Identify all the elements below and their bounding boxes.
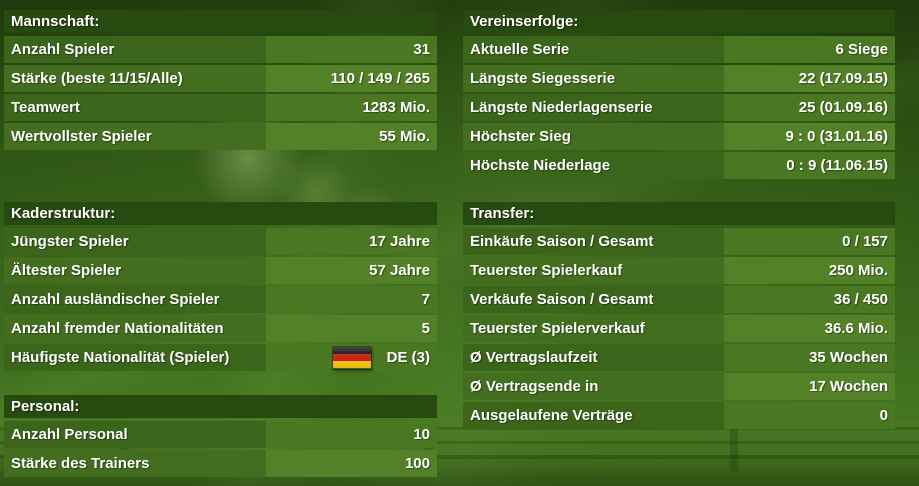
stat-value: 7: [265, 286, 437, 313]
stat-value: 6 Siege: [724, 36, 895, 63]
stat-row: Verkäufe Saison / Gesamt 36 / 450: [463, 286, 895, 313]
stat-label: Ø Vertragsende in: [463, 373, 725, 400]
stat-value: 5: [265, 315, 437, 342]
stat-row: Ø Vertragslaufzeit 35 Wochen: [463, 344, 895, 371]
stat-value: 22 (17.09.15): [724, 65, 895, 92]
stat-value: 250 Mio.: [724, 257, 895, 284]
stat-value: 35 Wochen: [724, 344, 895, 371]
flag-stripe-gold: [332, 361, 371, 369]
stat-row: Anzahl Spieler 31: [4, 36, 437, 63]
stat-value: 10: [265, 421, 437, 448]
stat-row: Stärke des Trainers 100: [4, 450, 437, 477]
section-transfer: Transfer: Einkäufe Saison / Gesamt 0 / 1…: [463, 202, 895, 429]
stat-row: Teuerster Spielerverkauf 36.6 Mio.: [463, 315, 895, 342]
section-header-kaderstruktur: Kaderstruktur:: [4, 202, 437, 225]
stat-value: 36.6 Mio.: [724, 315, 895, 342]
stat-row: Anzahl Personal 10: [4, 421, 437, 448]
section-header-vereinserfolge: Vereinserfolge:: [463, 10, 895, 33]
stat-label: Stärke des Trainers: [4, 450, 266, 477]
stat-value: 100: [265, 450, 437, 477]
stat-label: Längste Siegesserie: [463, 65, 725, 92]
stat-row: Anzahl fremder Nationalitäten 5: [4, 315, 437, 342]
stat-label: Ältester Spieler: [4, 257, 266, 284]
stat-label: Längste Niederlagenserie: [463, 94, 725, 121]
stat-label: Ø Vertragslaufzeit: [463, 344, 725, 371]
germany-flag-icon: [332, 346, 371, 369]
stat-label: Einkäufe Saison / Gesamt: [463, 228, 725, 255]
stat-row: Ø Vertragsende in 17 Wochen: [463, 373, 895, 400]
stat-value: 0 / 157: [724, 228, 895, 255]
stat-label: Höchste Niederlage: [463, 152, 725, 179]
section-vereinserfolge: Vereinserfolge: Aktuelle Serie 6 Siege L…: [463, 10, 895, 179]
stat-label: Teamwert: [4, 94, 266, 121]
stat-row: Teamwert 1283 Mio.: [4, 94, 437, 121]
flag-stripe-black: [332, 346, 371, 354]
stat-value-text: DE (3): [386, 349, 430, 366]
stat-row: Höchste Niederlage 0 : 9 (11.06.15): [463, 152, 895, 179]
stat-value: 1283 Mio.: [265, 94, 437, 121]
stat-row: Längste Siegesserie 22 (17.09.15): [463, 65, 895, 92]
stat-value: 9 : 0 (31.01.16): [724, 123, 895, 150]
stat-row: Anzahl ausländischer Spieler 7: [4, 286, 437, 313]
section-mannschaft: Mannschaft: Anzahl Spieler 31 Stärke (be…: [4, 10, 437, 150]
stat-value: 25 (01.09.16): [724, 94, 895, 121]
stat-value: 0 : 9 (11.06.15): [724, 152, 895, 179]
section-header-mannschaft: Mannschaft:: [4, 10, 437, 33]
right-column: Vereinserfolge: Aktuelle Serie 6 Siege L…: [463, 10, 895, 431]
stat-label: Anzahl Personal: [4, 421, 266, 448]
stat-label: Anzahl Spieler: [4, 36, 266, 63]
stat-row: Stärke (beste 11/15/Alle) 110 / 149 / 26…: [4, 65, 437, 92]
stat-row: Wertvollster Spieler 55 Mio.: [4, 123, 437, 150]
stat-label: Aktuelle Serie: [463, 36, 725, 63]
stat-label: Jüngster Spieler: [4, 228, 266, 255]
section-personal: Personal: Anzahl Personal 10 Stärke des …: [4, 395, 437, 477]
section-header-personal: Personal:: [4, 395, 437, 418]
stat-value: DE (3): [265, 344, 437, 371]
stat-row: Aktuelle Serie 6 Siege: [463, 36, 895, 63]
stat-value: 17 Wochen: [724, 373, 895, 400]
stat-label: Ausgelaufene Verträge: [463, 402, 725, 429]
stat-value: 36 / 450: [724, 286, 895, 313]
section-kaderstruktur: Kaderstruktur: Jüngster Spieler 17 Jahre…: [4, 202, 437, 371]
stat-row: Einkäufe Saison / Gesamt 0 / 157: [463, 228, 895, 255]
stat-label: Stärke (beste 11/15/Alle): [4, 65, 266, 92]
stat-value: 31: [265, 36, 437, 63]
stat-label: Verkäufe Saison / Gesamt: [463, 286, 725, 313]
stat-value: 17 Jahre: [265, 228, 437, 255]
stat-row: Teuerster Spielerkauf 250 Mio.: [463, 257, 895, 284]
section-header-transfer: Transfer:: [463, 202, 895, 225]
stat-row: Häufigste Nationalität (Spieler) DE (3): [4, 344, 437, 371]
stat-row: Höchster Sieg 9 : 0 (31.01.16): [463, 123, 895, 150]
flag-stripe-red: [332, 353, 371, 362]
stat-label: Anzahl fremder Nationalitäten: [4, 315, 266, 342]
stat-value: 55 Mio.: [265, 123, 437, 150]
stat-value: 0: [724, 402, 895, 429]
left-column: Mannschaft: Anzahl Spieler 31 Stärke (be…: [4, 10, 437, 479]
stat-row: Jüngster Spieler 17 Jahre: [4, 228, 437, 255]
stat-label: Höchster Sieg: [463, 123, 725, 150]
stat-label: Teuerster Spielerkauf: [463, 257, 725, 284]
stat-label: Häufigste Nationalität (Spieler): [4, 344, 266, 371]
stat-label: Teuerster Spielerverkauf: [463, 315, 725, 342]
stat-row: Ausgelaufene Verträge 0: [463, 402, 895, 429]
stat-value: 57 Jahre: [265, 257, 437, 284]
stat-row: Ältester Spieler 57 Jahre: [4, 257, 437, 284]
stat-value: 110 / 149 / 265: [265, 65, 437, 92]
stat-label: Wertvollster Spieler: [4, 123, 266, 150]
stat-label: Anzahl ausländischer Spieler: [4, 286, 266, 313]
stat-row: Längste Niederlagenserie 25 (01.09.16): [463, 94, 895, 121]
